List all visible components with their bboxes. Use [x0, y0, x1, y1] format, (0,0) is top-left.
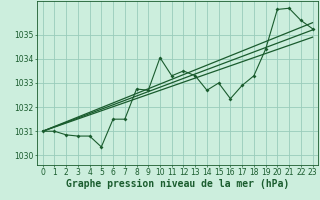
- X-axis label: Graphe pression niveau de la mer (hPa): Graphe pression niveau de la mer (hPa): [66, 179, 289, 189]
